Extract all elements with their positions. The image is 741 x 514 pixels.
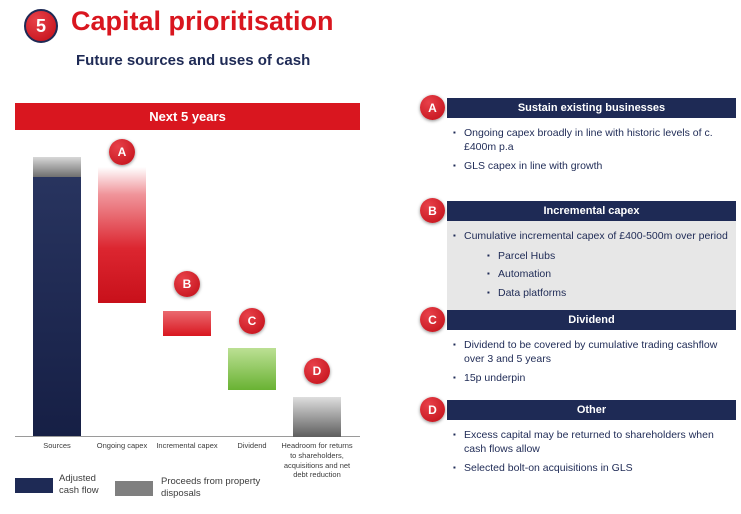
legend-swatch-property-disposals: [115, 481, 153, 496]
panel-bullets-a: Ongoing capex broadly in line with histo…: [447, 118, 736, 186]
chart-title-banner: Next 5 years: [15, 103, 360, 130]
panel-header-incremental-capex: Incremental capex: [447, 201, 736, 221]
panel-incremental-capex: B Incremental capex Cumulative increment…: [420, 198, 736, 312]
bullet: Dividend to be covered by cumulative tra…: [447, 339, 730, 366]
bullet: Automation: [481, 268, 730, 282]
chart-legend: Adjusted cash flow Proceeds from propert…: [15, 472, 360, 508]
legend-label-property-disposals: Proceeds from property disposals: [161, 476, 261, 499]
legend-label-adjusted-cash-flow: Adjusted cash flow: [59, 473, 99, 496]
page-title: Capital prioritisation: [71, 6, 334, 36]
bullet: Ongoing capex broadly in line with histo…: [447, 127, 730, 154]
chart-badge-a: A: [109, 139, 135, 165]
x-axis-labels: Sources Ongoing capex Incremental capex …: [15, 437, 360, 499]
bar-sources: [33, 157, 81, 436]
x-label-dividend: Dividend: [237, 441, 267, 450]
chart-badge-c: C: [239, 308, 265, 334]
panel-header-dividend: Dividend: [447, 310, 736, 330]
bullet: Data platforms: [481, 287, 730, 301]
chart-badge-b: B: [174, 271, 200, 297]
page-subtitle: Future sources and uses of cash: [76, 52, 311, 69]
chart-badge-d: D: [304, 358, 330, 384]
x-label-sources: Sources: [43, 441, 71, 450]
bar-ongoing-capex: [98, 167, 146, 303]
panel-sustain-existing-businesses: A Sustain existing businesses Ongoing ca…: [420, 95, 736, 186]
chart-plot-area: A B C D: [15, 130, 360, 437]
bullet: Cumulative incremental capex of £400-500…: [447, 230, 730, 244]
bullet: Selected bolt-on acquisitions in GLS: [447, 462, 730, 476]
panel-badge-b: B: [420, 198, 445, 223]
x-label-headroom: Headroom for returns to shareholders, ac…: [281, 441, 353, 480]
bullet: GLS capex in line with growth: [447, 160, 730, 174]
waterfall-chart: Next 5 years A B C D Sources Ongoing cap…: [15, 103, 360, 508]
bullet: Excess capital may be returned to shareh…: [447, 429, 730, 456]
panel-header-other: Other: [447, 400, 736, 420]
bar-sources-adjusted-cash-flow-segment: [33, 177, 81, 436]
x-label-incremental-capex: Incremental capex: [156, 441, 218, 450]
legend-swatch-adjusted-cash-flow: [15, 478, 53, 493]
bullet: Parcel Hubs: [481, 250, 730, 264]
panel-bullets-c: Dividend to be covered by cumulative tra…: [447, 330, 736, 398]
slide-number-badge: 5: [24, 9, 58, 43]
bullet: 15p underpin: [447, 372, 730, 386]
annotation-panels: A Sustain existing businesses Ongoing ca…: [420, 95, 736, 510]
panel-badge-c: C: [420, 307, 445, 332]
panel-badge-d: D: [420, 397, 445, 422]
panel-dividend: C Dividend Dividend to be covered by cum…: [420, 307, 736, 398]
slide-number: 5: [35, 15, 46, 36]
panel-badge-a: A: [420, 95, 445, 120]
x-label-ongoing-capex: Ongoing capex: [96, 441, 148, 450]
panel-bullets-d: Excess capital may be returned to shareh…: [447, 420, 736, 488]
bar-dividend: [228, 348, 276, 390]
panel-header-sustain-existing-businesses: Sustain existing businesses: [447, 98, 736, 118]
bar-incremental-capex: [163, 311, 211, 336]
bar-headroom: [293, 397, 341, 437]
bar-sources-property-disposals-segment: [33, 157, 81, 177]
panel-other: D Other Excess capital may be returned t…: [420, 397, 736, 488]
panel-bullets-b: Cumulative incremental capex of £400-500…: [447, 221, 736, 312]
